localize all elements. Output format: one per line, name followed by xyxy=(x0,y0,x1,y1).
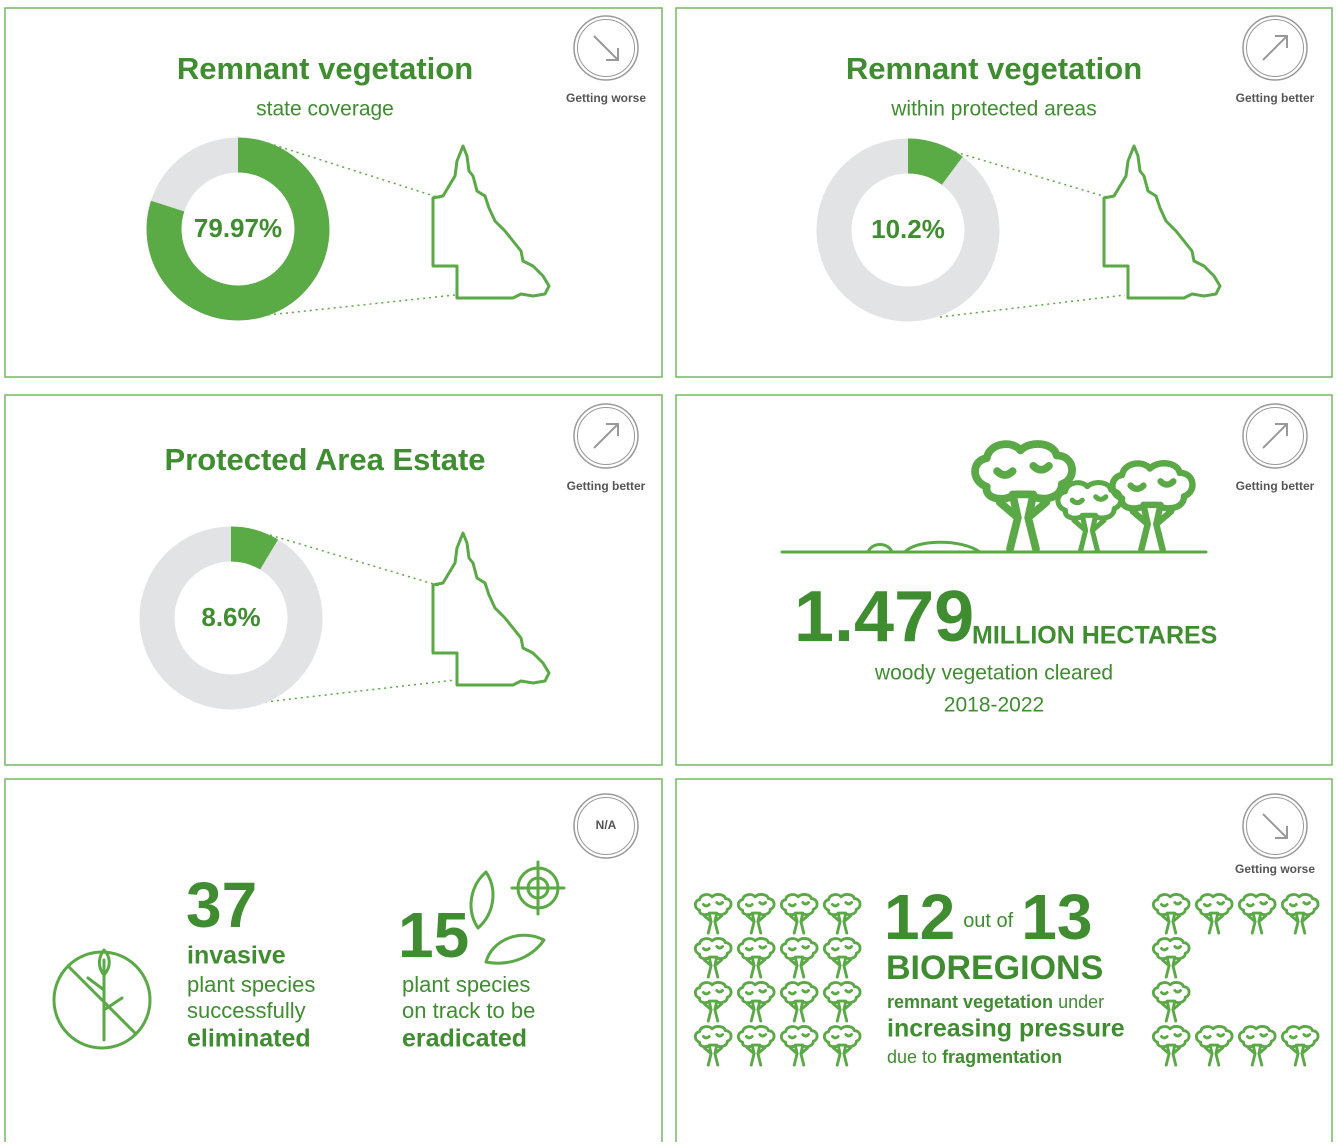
title: Remnant vegetation xyxy=(177,51,473,86)
stat-line: eliminated xyxy=(187,1025,311,1053)
tree-icon xyxy=(1194,1025,1234,1067)
text-line: remnant vegetation under xyxy=(887,992,1104,1012)
map xyxy=(1102,144,1222,300)
stat-number: 37 xyxy=(186,869,257,941)
text-line: due to fragmentation xyxy=(887,1047,1062,1067)
status: Getting better xyxy=(1236,91,1315,105)
connector xyxy=(939,294,1126,318)
trend-icon xyxy=(1242,15,1308,81)
panel xyxy=(4,778,663,1147)
caption: woody vegetation cleared xyxy=(874,662,1113,685)
tree-icon xyxy=(693,981,733,1023)
panel xyxy=(4,7,663,378)
stat-line: plant species xyxy=(402,972,530,997)
tree-icon xyxy=(779,893,819,935)
subtitle: state coverage xyxy=(256,98,394,121)
tree-icon xyxy=(1151,937,1191,979)
title: Protected Area Estate xyxy=(164,442,485,477)
unit: BIOREGIONS xyxy=(886,949,1103,987)
tree-icon xyxy=(822,893,862,935)
trees-illustration xyxy=(780,444,1208,554)
count: 12 out of 13 xyxy=(884,881,1092,953)
subtitle: within protected areas xyxy=(890,98,1096,121)
tree-icon xyxy=(736,981,776,1023)
tree-icon xyxy=(1237,1025,1277,1067)
tree-icon xyxy=(693,937,733,979)
tree-icon xyxy=(1280,893,1320,935)
tree-icon xyxy=(1194,893,1234,935)
panel xyxy=(675,7,1333,378)
tree-icon xyxy=(1280,1025,1320,1067)
leaf-target-icon xyxy=(469,860,566,965)
tree-icon xyxy=(822,981,862,1023)
status: Getting worse xyxy=(1235,862,1315,876)
trend-icon xyxy=(1242,403,1308,469)
tree-icon xyxy=(1151,981,1191,1023)
donut-arc xyxy=(816,138,1000,322)
tree-icon xyxy=(1151,893,1191,935)
trend-icon xyxy=(1242,793,1308,859)
no-plant-icon xyxy=(52,948,152,1050)
stat-line: plant species xyxy=(187,972,315,997)
trend-icon xyxy=(573,15,639,81)
status-badge xyxy=(573,793,639,859)
tree-icon xyxy=(822,937,862,979)
unit: MILLION HECTARES xyxy=(972,622,1217,650)
donut-label: 79.97% xyxy=(194,213,282,243)
donut-arc xyxy=(146,137,330,321)
stat-number: 15 xyxy=(398,899,469,971)
stat-line: invasive xyxy=(187,942,286,970)
stat-line: successfully xyxy=(187,998,306,1023)
tree-icon xyxy=(736,937,776,979)
donut-label: 8.6% xyxy=(201,602,260,632)
connector xyxy=(264,679,456,703)
status: Getting better xyxy=(1236,479,1315,493)
panel xyxy=(675,778,1333,1147)
title: Remnant vegetation xyxy=(846,51,1142,86)
tree-icon xyxy=(1237,893,1277,935)
donut-arc xyxy=(139,526,323,710)
tree-icon xyxy=(693,893,733,935)
tree-icon xyxy=(736,893,776,935)
tree-icon xyxy=(779,1025,819,1067)
text-line: increasing pressure xyxy=(887,1015,1125,1043)
big-number: 1.479 xyxy=(794,577,974,657)
stat-line: eradicated xyxy=(402,1025,527,1053)
connector xyxy=(267,294,456,316)
tree-icon xyxy=(822,1025,862,1067)
status: N/A xyxy=(596,818,617,832)
tree-icon xyxy=(779,981,819,1023)
map xyxy=(431,531,551,687)
tree-icon xyxy=(1151,1025,1191,1067)
tree-icon xyxy=(736,1025,776,1067)
map xyxy=(431,144,551,300)
trend-icon xyxy=(573,403,639,469)
status: Getting better xyxy=(567,479,646,493)
tree-icon xyxy=(779,937,819,979)
connector xyxy=(267,142,441,199)
stat-line: on track to be xyxy=(402,998,535,1023)
status: Getting worse xyxy=(566,91,646,105)
panel xyxy=(675,394,1333,766)
caption: 2018-2022 xyxy=(944,694,1044,717)
panel xyxy=(4,394,663,766)
donut-label: 10.2% xyxy=(871,214,945,244)
tree-icon xyxy=(693,1025,733,1067)
